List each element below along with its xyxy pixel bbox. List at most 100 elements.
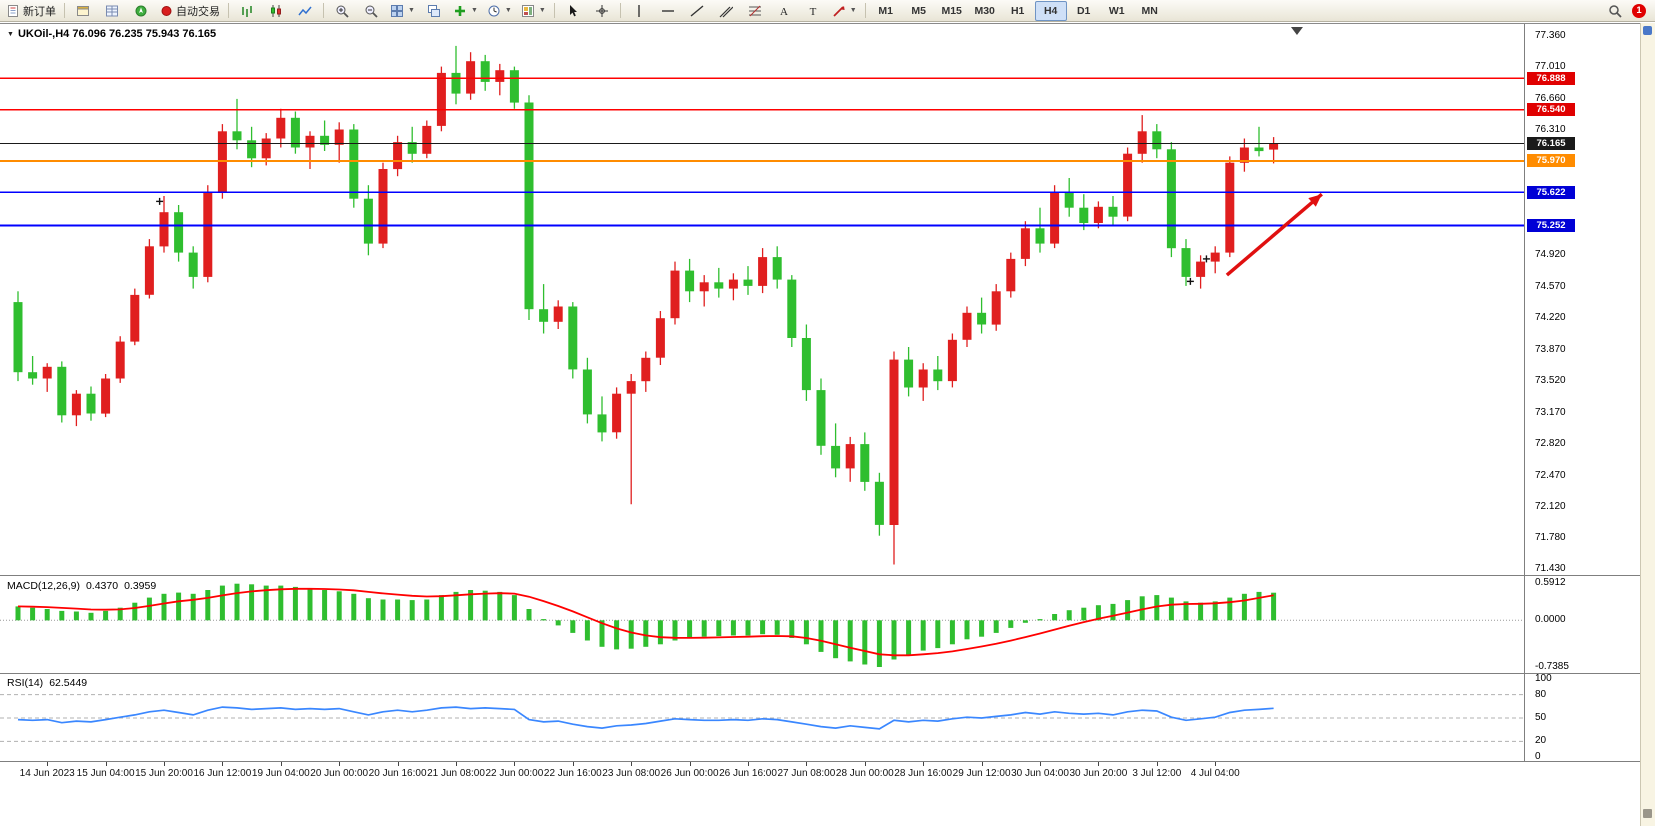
chevron-down-icon: ▼ — [408, 7, 415, 14]
horizontal-line-icon — [661, 9, 674, 12]
fibonacci-button[interactable] — [741, 1, 769, 21]
time-tick — [631, 762, 633, 766]
trend-arrow[interactable] — [1225, 192, 1323, 277]
timeframe-d1-button[interactable]: D1 — [1076, 4, 1091, 17]
main-chart-pane[interactable] — [0, 24, 1524, 575]
timeframe-m15-button[interactable]: M15 — [941, 4, 962, 17]
timeframe-h4-button[interactable]: H4 — [1034, 0, 1067, 21]
pane-divider[interactable] — [0, 575, 1641, 576]
time-tick — [514, 762, 516, 766]
macd-scale-tick: -0.7385 — [1535, 661, 1569, 672]
zoom-in-icon — [336, 5, 349, 18]
autotrade-button[interactable]: 自动交易 — [156, 1, 224, 21]
macd-label: MACD(12,26,9) — [7, 580, 80, 592]
timeframe-m1-button[interactable]: M1 — [878, 4, 893, 17]
price-tick: 76.310 — [1535, 124, 1566, 136]
indicators-icon — [454, 5, 465, 16]
search-icon — [1609, 4, 1622, 18]
toolbar-separator — [864, 3, 866, 18]
cursor-icon — [569, 4, 577, 16]
crosshair-icon — [595, 4, 608, 17]
tile-windows-button[interactable]: ▼ — [386, 1, 419, 21]
time-label: 30 Jun 20:00 — [1069, 768, 1128, 779]
terminal-icon — [77, 5, 89, 16]
time-tick — [222, 762, 224, 766]
arrows-button[interactable]: ▼ — [828, 1, 861, 21]
template-icon — [521, 4, 534, 17]
rsi-pane[interactable] — [0, 674, 1524, 761]
price-line-badge: 75.622 — [1527, 185, 1575, 199]
time-label: 4 Jul 04:00 — [1190, 768, 1240, 779]
current-price-badge: 76.165 — [1527, 136, 1575, 150]
macd-value-signal: 0.3959 — [124, 580, 157, 592]
line-chart-icon — [298, 6, 312, 15]
search-button[interactable] — [1601, 1, 1629, 21]
time-tick — [339, 762, 341, 766]
rsi-scale-tick: 0 — [1535, 751, 1541, 762]
toolbar-separator — [228, 3, 229, 18]
horizontal-lines[interactable] — [0, 77, 1524, 227]
vertical-line-button[interactable] — [625, 1, 653, 21]
price-line-badge: 76.888 — [1527, 71, 1575, 85]
symbol-menu-icon[interactable]: ▼ — [7, 30, 14, 38]
right-side-panel[interactable] — [1640, 23, 1655, 826]
candlestick-button[interactable] — [262, 1, 290, 21]
cursor-button[interactable] — [559, 1, 587, 21]
timeframe-m30-button[interactable]: M30 — [974, 4, 995, 17]
time-label: 29 Jun 12:00 — [952, 768, 1011, 779]
zoom-in-button[interactable] — [328, 1, 356, 21]
trendline-button[interactable] — [683, 1, 711, 21]
price-marker[interactable] — [1202, 255, 1210, 263]
autotrade-label: 自动交易 — [176, 5, 220, 18]
price-line-badge: 76.540 — [1527, 103, 1575, 117]
time-label: 28 Jun 00:00 — [835, 768, 894, 779]
notification-badge[interactable]: 1 — [1632, 3, 1646, 18]
timeframe-mn-button[interactable]: MN — [1141, 4, 1158, 17]
text-button[interactable]: A — [770, 1, 798, 21]
indicators-button[interactable]: ▼ — [449, 1, 482, 21]
periods-button[interactable]: ▼ — [483, 1, 516, 21]
timeframe-w1-button[interactable]: W1 — [1108, 4, 1125, 17]
cascade-windows-button[interactable] — [420, 1, 448, 21]
rsi-label-row: RSI(14) 62.5449 — [7, 677, 87, 689]
autotrade-icon — [161, 5, 172, 16]
pane-divider[interactable] — [0, 673, 1641, 674]
chart-shift-marker[interactable] — [1290, 27, 1303, 35]
timeframe-h1-button[interactable]: H1 — [1010, 4, 1025, 17]
bar-chart-button[interactable] — [233, 1, 261, 21]
zoom-out-button[interactable] — [357, 1, 385, 21]
rsi-scale-tick: 100 — [1535, 673, 1552, 684]
timeframe-m5-button[interactable]: M5 — [911, 4, 926, 17]
label-button[interactable]: T — [799, 1, 827, 21]
horizontal-line-button[interactable] — [654, 1, 682, 21]
time-tick — [923, 762, 925, 766]
macd-histogram — [15, 583, 1277, 667]
navigator-button[interactable] — [127, 1, 155, 21]
vertical-line-icon — [638, 4, 640, 17]
time-label: 16 Jun 12:00 — [193, 768, 252, 779]
trendline-icon — [690, 4, 704, 17]
market-watch-button[interactable] — [98, 1, 126, 21]
time-label: 15 Jun 04:00 — [76, 768, 135, 779]
crosshair-button[interactable] — [588, 1, 616, 21]
dock-panel-icon[interactable] — [1643, 26, 1652, 35]
time-axis[interactable]: 14 Jun 2023 15 Jun 04:00 15 Jun 20:00 16 Ju… — [0, 761, 1641, 802]
price-marker[interactable] — [1186, 277, 1194, 285]
rsi-scale-tick: 50 — [1535, 712, 1547, 723]
line-chart-button[interactable] — [291, 1, 319, 21]
periods-icon — [488, 5, 500, 16]
template-button[interactable]: ▼ — [517, 1, 550, 21]
channel-button[interactable] — [712, 1, 740, 21]
toolbar-separator — [553, 3, 555, 18]
time-label: 20 Jun 16:00 — [368, 768, 427, 779]
time-label: 28 Jun 16:00 — [894, 768, 953, 779]
price-tick: 74.220 — [1535, 312, 1566, 324]
price-tick: 73.870 — [1535, 343, 1566, 355]
macd-pane[interactable] — [0, 577, 1524, 673]
new-order-button[interactable]: 新订单 — [3, 1, 60, 21]
terminal-button[interactable] — [69, 1, 97, 21]
price-tick: 74.570 — [1535, 280, 1566, 292]
price-marker[interactable] — [156, 197, 164, 205]
panel-handle-icon[interactable] — [1643, 809, 1652, 818]
price-axis[interactable]: 77.360 77.010 76.660 76.310 74.920 74.570 74.2… — [1524, 24, 1641, 762]
